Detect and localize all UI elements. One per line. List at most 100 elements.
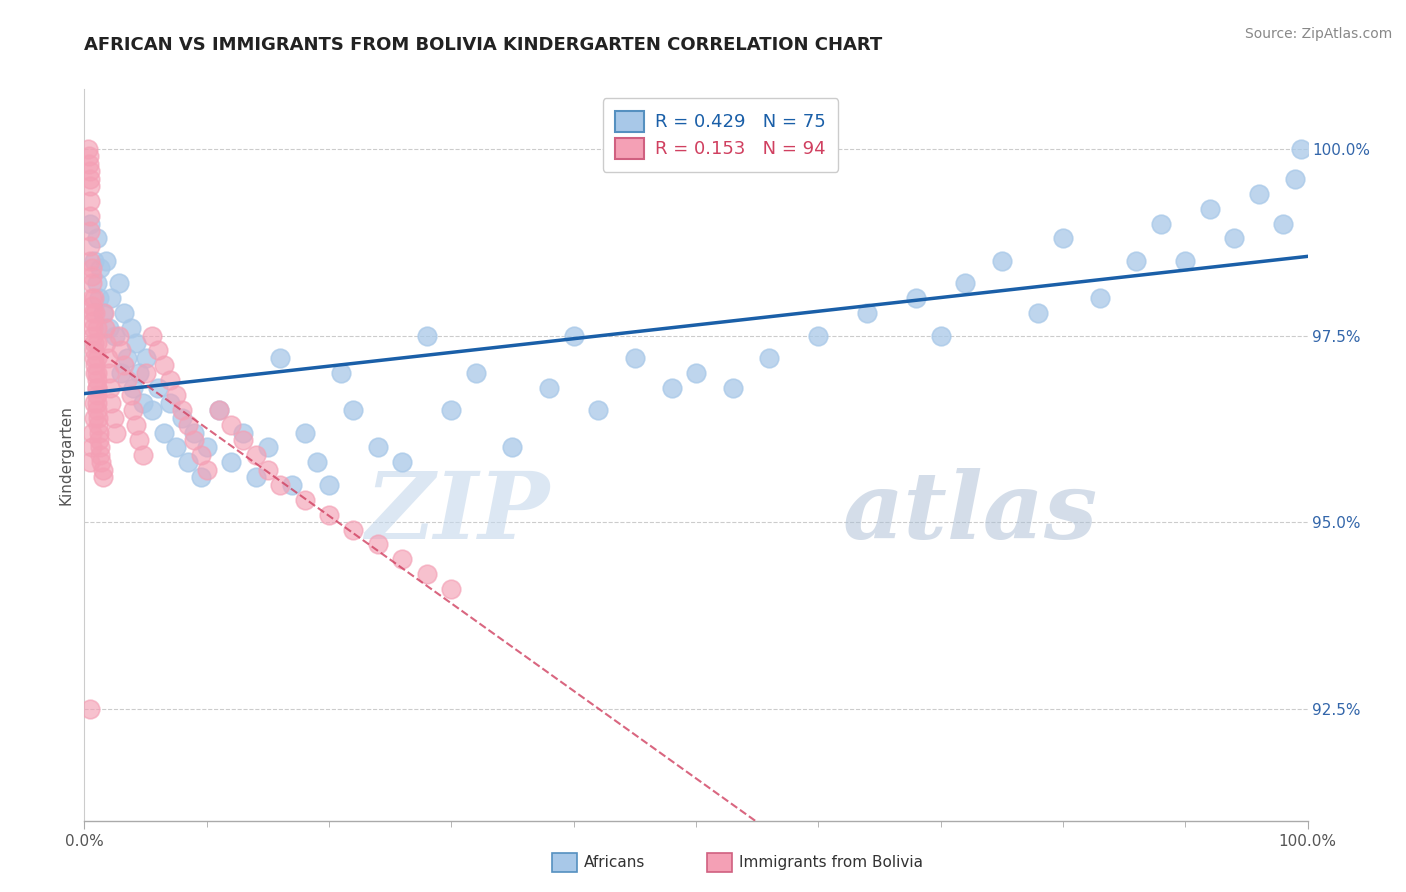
Text: Africans: Africans — [585, 855, 645, 870]
Point — [1028, 306, 1050, 320]
Point — [219, 455, 242, 469]
Point — [89, 261, 111, 276]
Point — [83, 335, 105, 350]
Point — [685, 366, 707, 380]
Point — [232, 425, 254, 440]
Point — [177, 455, 200, 469]
Point — [342, 523, 364, 537]
Point — [195, 463, 218, 477]
Point — [83, 395, 105, 409]
Point — [100, 291, 122, 305]
Point — [120, 321, 142, 335]
Point — [562, 328, 585, 343]
Point — [87, 425, 110, 440]
Point — [94, 321, 117, 335]
Point — [128, 366, 150, 380]
Point — [856, 306, 879, 320]
Text: atlas: atlas — [842, 468, 1098, 558]
Point — [125, 418, 148, 433]
Point — [87, 433, 110, 447]
Point — [132, 395, 155, 409]
Point — [165, 441, 187, 455]
Point — [115, 351, 138, 365]
Point — [79, 239, 101, 253]
Point — [1174, 253, 1197, 268]
Point — [294, 492, 316, 507]
Point — [83, 351, 105, 365]
Point — [83, 253, 105, 268]
Point — [79, 253, 101, 268]
Point — [416, 328, 439, 343]
Point — [86, 381, 108, 395]
Point — [100, 395, 122, 409]
Point — [97, 321, 120, 335]
Point — [257, 463, 280, 477]
Point — [141, 403, 163, 417]
Point — [86, 403, 108, 417]
Point — [122, 403, 145, 417]
Point — [1052, 231, 1074, 245]
Point — [464, 366, 486, 380]
Point — [80, 299, 103, 313]
Point — [79, 194, 101, 209]
Point — [440, 403, 463, 417]
Point — [107, 277, 129, 291]
Point — [538, 381, 561, 395]
Point — [83, 410, 105, 425]
Point — [79, 701, 101, 715]
Point — [1125, 253, 1147, 268]
Y-axis label: Kindergarten: Kindergarten — [58, 405, 73, 505]
Point — [79, 179, 101, 194]
Point — [219, 418, 242, 433]
Point — [294, 425, 316, 440]
Point — [208, 403, 231, 417]
Point — [758, 351, 780, 365]
Text: ZIP: ZIP — [366, 468, 550, 558]
Point — [79, 164, 101, 178]
Point — [79, 209, 101, 223]
Point — [661, 381, 683, 395]
Point — [159, 373, 181, 387]
Point — [82, 328, 104, 343]
Point — [991, 253, 1014, 268]
Point — [107, 328, 129, 343]
Point — [96, 253, 118, 268]
Point — [1284, 171, 1306, 186]
Point — [82, 306, 104, 320]
Point — [502, 441, 524, 455]
Point — [1247, 186, 1270, 201]
Legend: R = 0.429   N = 75, R = 0.153   N = 94: R = 0.429 N = 75, R = 0.153 N = 94 — [603, 98, 838, 171]
Point — [97, 366, 120, 380]
Point — [83, 291, 105, 305]
Point — [586, 403, 609, 417]
Point — [77, 142, 100, 156]
Point — [146, 381, 169, 395]
Point — [93, 306, 115, 320]
Point — [86, 321, 108, 335]
Point — [91, 463, 114, 477]
Point — [80, 441, 103, 455]
Text: AFRICAN VS IMMIGRANTS FROM BOLIVIA KINDERGARTEN CORRELATION CHART: AFRICAN VS IMMIGRANTS FROM BOLIVIA KINDE… — [84, 36, 883, 54]
Point — [440, 582, 463, 597]
Point — [86, 231, 108, 245]
Point — [103, 410, 125, 425]
Point — [135, 366, 157, 380]
Point — [269, 351, 291, 365]
Point — [105, 425, 128, 440]
Point — [91, 470, 114, 484]
Point — [77, 157, 100, 171]
Point — [112, 306, 135, 320]
Point — [82, 321, 104, 335]
Point — [97, 351, 120, 365]
Point — [807, 328, 830, 343]
Point — [190, 470, 212, 484]
Point — [79, 171, 101, 186]
Point — [122, 381, 145, 395]
Point — [80, 261, 103, 276]
Point — [245, 448, 267, 462]
Point — [84, 306, 107, 320]
Point — [624, 351, 647, 365]
Point — [80, 277, 103, 291]
Point — [79, 224, 101, 238]
Point — [305, 455, 328, 469]
